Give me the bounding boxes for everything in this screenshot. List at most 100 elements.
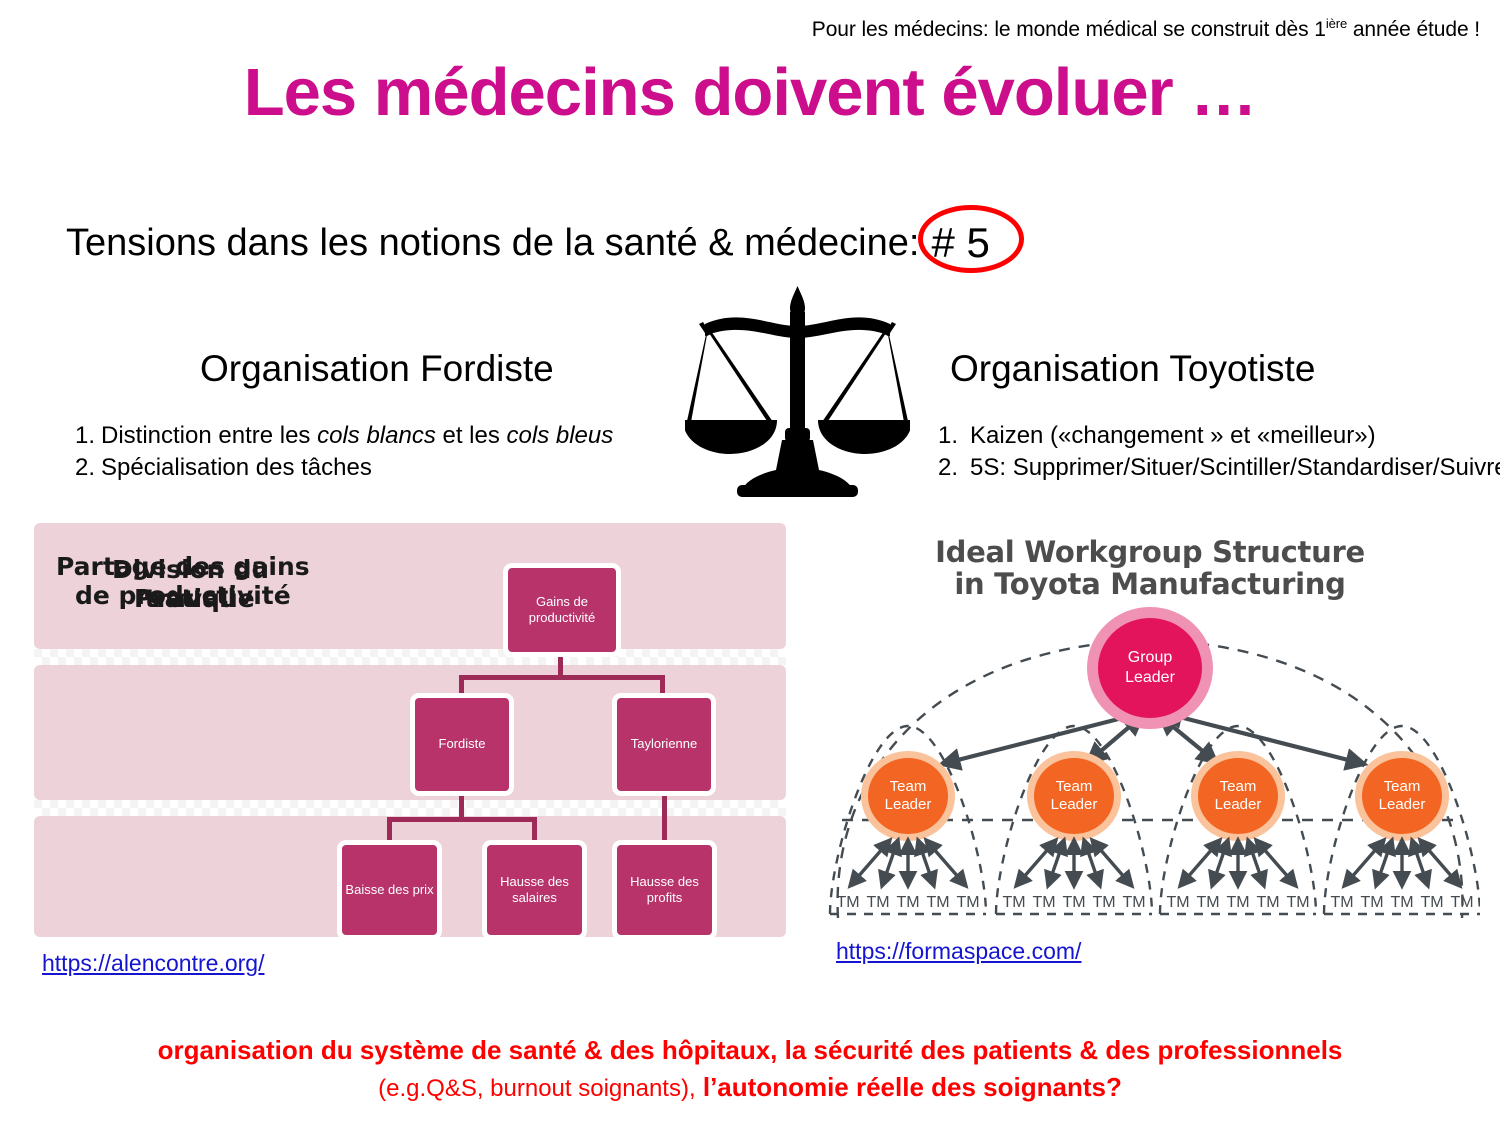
team-member-label: TM bbox=[926, 894, 949, 911]
source-link-alencontre[interactable]: https://alencontre.org/ bbox=[42, 950, 265, 976]
header-note-before: Pour les médecins: le monde médical se c… bbox=[811, 18, 1326, 41]
source-link-formaspace[interactable]: https://formaspace.com/ bbox=[836, 938, 1082, 964]
connector-gains-stem bbox=[558, 657, 563, 679]
team-leader-label-line-2: Leader bbox=[885, 796, 932, 813]
footer-part-4: l’autonomie réelle des soignants? bbox=[695, 1072, 1122, 1103]
team-member-label: TM bbox=[896, 894, 919, 911]
band-label-pratique: Pratique bbox=[134, 584, 255, 614]
team-leader-4: Team Leader bbox=[1355, 751, 1449, 841]
node-hausse-des-salaires: Hausse des salaires bbox=[482, 840, 587, 940]
team-leader-label-line-2: Leader bbox=[1051, 796, 1098, 813]
tm-arrows-team-1 bbox=[847, 836, 969, 890]
team-leader-1: Team Leader bbox=[861, 751, 955, 841]
team-member-label: TM bbox=[1360, 894, 1383, 911]
team-leader-label-line-1: Team bbox=[1056, 778, 1093, 795]
fordiste-bullet-list: 1. Distinction entre les cols blancs et … bbox=[75, 420, 613, 483]
list-item-text: Spécialisation des tâches bbox=[101, 453, 372, 481]
connector-to-fordiste bbox=[459, 675, 464, 695]
footer-part-1: organisation du système de santé & des h… bbox=[157, 1035, 1151, 1065]
team-leader-2: Team Leader bbox=[1027, 751, 1121, 841]
header-note: Pour les médecins: le monde médical se c… bbox=[812, 16, 1480, 42]
list-item-text: Kaizen («changement » et «meilleur») bbox=[970, 422, 1376, 449]
tension-number-badge: # 5 bbox=[918, 205, 1025, 273]
team-leader-label-line-1: Team bbox=[1384, 778, 1421, 795]
band-label-line-2: travail bbox=[144, 583, 237, 613]
toyota-diagram-title: Ideal Workgroup Structure in Toyota Manu… bbox=[820, 536, 1480, 601]
heading-organisation-fordiste: Organisation Fordiste bbox=[200, 348, 554, 389]
team-member-label: TM bbox=[1450, 894, 1473, 911]
connector-fordiste-stem bbox=[459, 795, 464, 820]
list-item-text-pre: Distinction entre les bbox=[101, 422, 318, 449]
team-member-label: TM bbox=[1420, 894, 1443, 911]
toyota-title-line-2: in Toyota Manufacturing bbox=[954, 567, 1346, 602]
team-leader-label-line-1: Team bbox=[890, 778, 927, 795]
tm-arrows-team-3 bbox=[1177, 836, 1299, 890]
band-label-line-1: Pratique bbox=[134, 584, 255, 613]
node-gains-de-productivite: Gains de productivité bbox=[503, 563, 621, 657]
tm-labels-team-4: TM TM TM TM TM bbox=[1330, 894, 1473, 911]
node-baisse-des-prix: Baisse des prix bbox=[337, 840, 442, 940]
team-member-label: TM bbox=[1122, 894, 1145, 911]
fordiste-band-division-du-travail bbox=[34, 523, 786, 649]
band-label-line-1: Division du bbox=[112, 555, 270, 584]
team-member-label: TM bbox=[1286, 894, 1309, 911]
band-label-partage-des-gains: Partage des gains de productivité bbox=[56, 552, 310, 611]
team-leader-label-line-1: Team bbox=[1220, 778, 1257, 795]
list-item-text: 5S: Supprimer/Situer/Scintiller/Standard… bbox=[970, 453, 1500, 481]
list-item-number: 1. bbox=[938, 422, 959, 449]
connector-to-taylorienne bbox=[660, 675, 665, 695]
team-member-label: TM bbox=[866, 894, 889, 911]
team-member-label: TM bbox=[1196, 894, 1219, 911]
team-member-label: TM bbox=[836, 894, 859, 911]
team-leader-3: Team Leader bbox=[1191, 751, 1285, 841]
connector-gains-horizontal bbox=[459, 675, 665, 680]
group-leader-label-line-1: Group bbox=[1128, 649, 1173, 666]
tensions-label: Tensions dans les notions de la santé & … bbox=[66, 222, 920, 264]
team-member-label: TM bbox=[1062, 894, 1085, 911]
band-label-line-2: de productivité bbox=[74, 580, 291, 610]
toyota-workgroup-diagram: Ideal Workgroup Structure in Toyota Manu… bbox=[820, 528, 1480, 938]
team-leader-label-line-2: Leader bbox=[1215, 796, 1262, 813]
list-item-text-mid: et les bbox=[435, 422, 507, 449]
team-member-label: TM bbox=[1002, 894, 1025, 911]
node-taylorienne: Taylorienne bbox=[612, 693, 716, 796]
connector-to-baisse-prix bbox=[387, 817, 392, 842]
connector-to-hausse-profits bbox=[662, 795, 667, 842]
tm-labels-team-3: TM TM TM TM TM bbox=[1166, 894, 1309, 911]
toyotiste-bullet-list: 1. Kaizen («changement » et «meilleur») … bbox=[938, 420, 1500, 483]
node-fordiste: Fordiste bbox=[410, 693, 514, 796]
team-member-label: TM bbox=[1330, 894, 1353, 911]
team-member-label: TM bbox=[1166, 894, 1189, 911]
tm-labels-team-1: TM TM TM TM TM bbox=[836, 894, 979, 911]
connector-fordiste-horizontal bbox=[387, 817, 537, 822]
list-item-text: Distinction entre les cols blancs et les… bbox=[101, 420, 613, 452]
list-item: 1. Kaizen («changement » et «meilleur») bbox=[938, 420, 1500, 452]
team-leader-circle bbox=[1034, 758, 1114, 834]
tm-arrows-team-2 bbox=[1013, 836, 1135, 890]
team-leader-label-line-2: Leader bbox=[1379, 796, 1426, 813]
group-leader-circle bbox=[1098, 618, 1202, 718]
list-item-emphasis-1: cols blancs bbox=[317, 422, 436, 449]
footer-question-text: organisation du système de santé & des h… bbox=[150, 1032, 1350, 1106]
list-item-emphasis-2: cols bleus bbox=[506, 422, 614, 449]
header-note-superscript: ière bbox=[1325, 16, 1348, 31]
team-leader-circle bbox=[1362, 758, 1442, 834]
footer-part-3: (e.g.Q&S, burnout soignants), bbox=[378, 1075, 696, 1103]
team-member-label: TM bbox=[956, 894, 979, 911]
transparency-checker-band bbox=[34, 649, 786, 665]
list-item-number: 1. bbox=[75, 422, 96, 449]
list-item-number: 2. bbox=[75, 453, 96, 481]
list-item: 1. Distinction entre les cols blancs et … bbox=[75, 420, 613, 452]
badge-value: # 5 bbox=[931, 219, 990, 266]
band-label-line-1: Partage des gains bbox=[56, 552, 310, 581]
toyota-title-line-1: Ideal Workgroup Structure bbox=[935, 535, 1365, 569]
team-leader-circle bbox=[868, 758, 948, 834]
tm-arrows-team-4 bbox=[1341, 836, 1463, 890]
tensions-row: Tensions dans les notions de la santé & … bbox=[66, 205, 1025, 273]
header-note-after: année étude ! bbox=[1347, 18, 1480, 41]
node-hausse-des-profits: Hausse des profits bbox=[612, 840, 717, 940]
list-item: 2. Spécialisation des tâches bbox=[75, 452, 613, 484]
team-member-label: TM bbox=[1226, 894, 1249, 911]
transparency-checker-band bbox=[34, 800, 786, 816]
tm-labels-team-2: TM TM TM TM TM bbox=[1002, 894, 1145, 911]
